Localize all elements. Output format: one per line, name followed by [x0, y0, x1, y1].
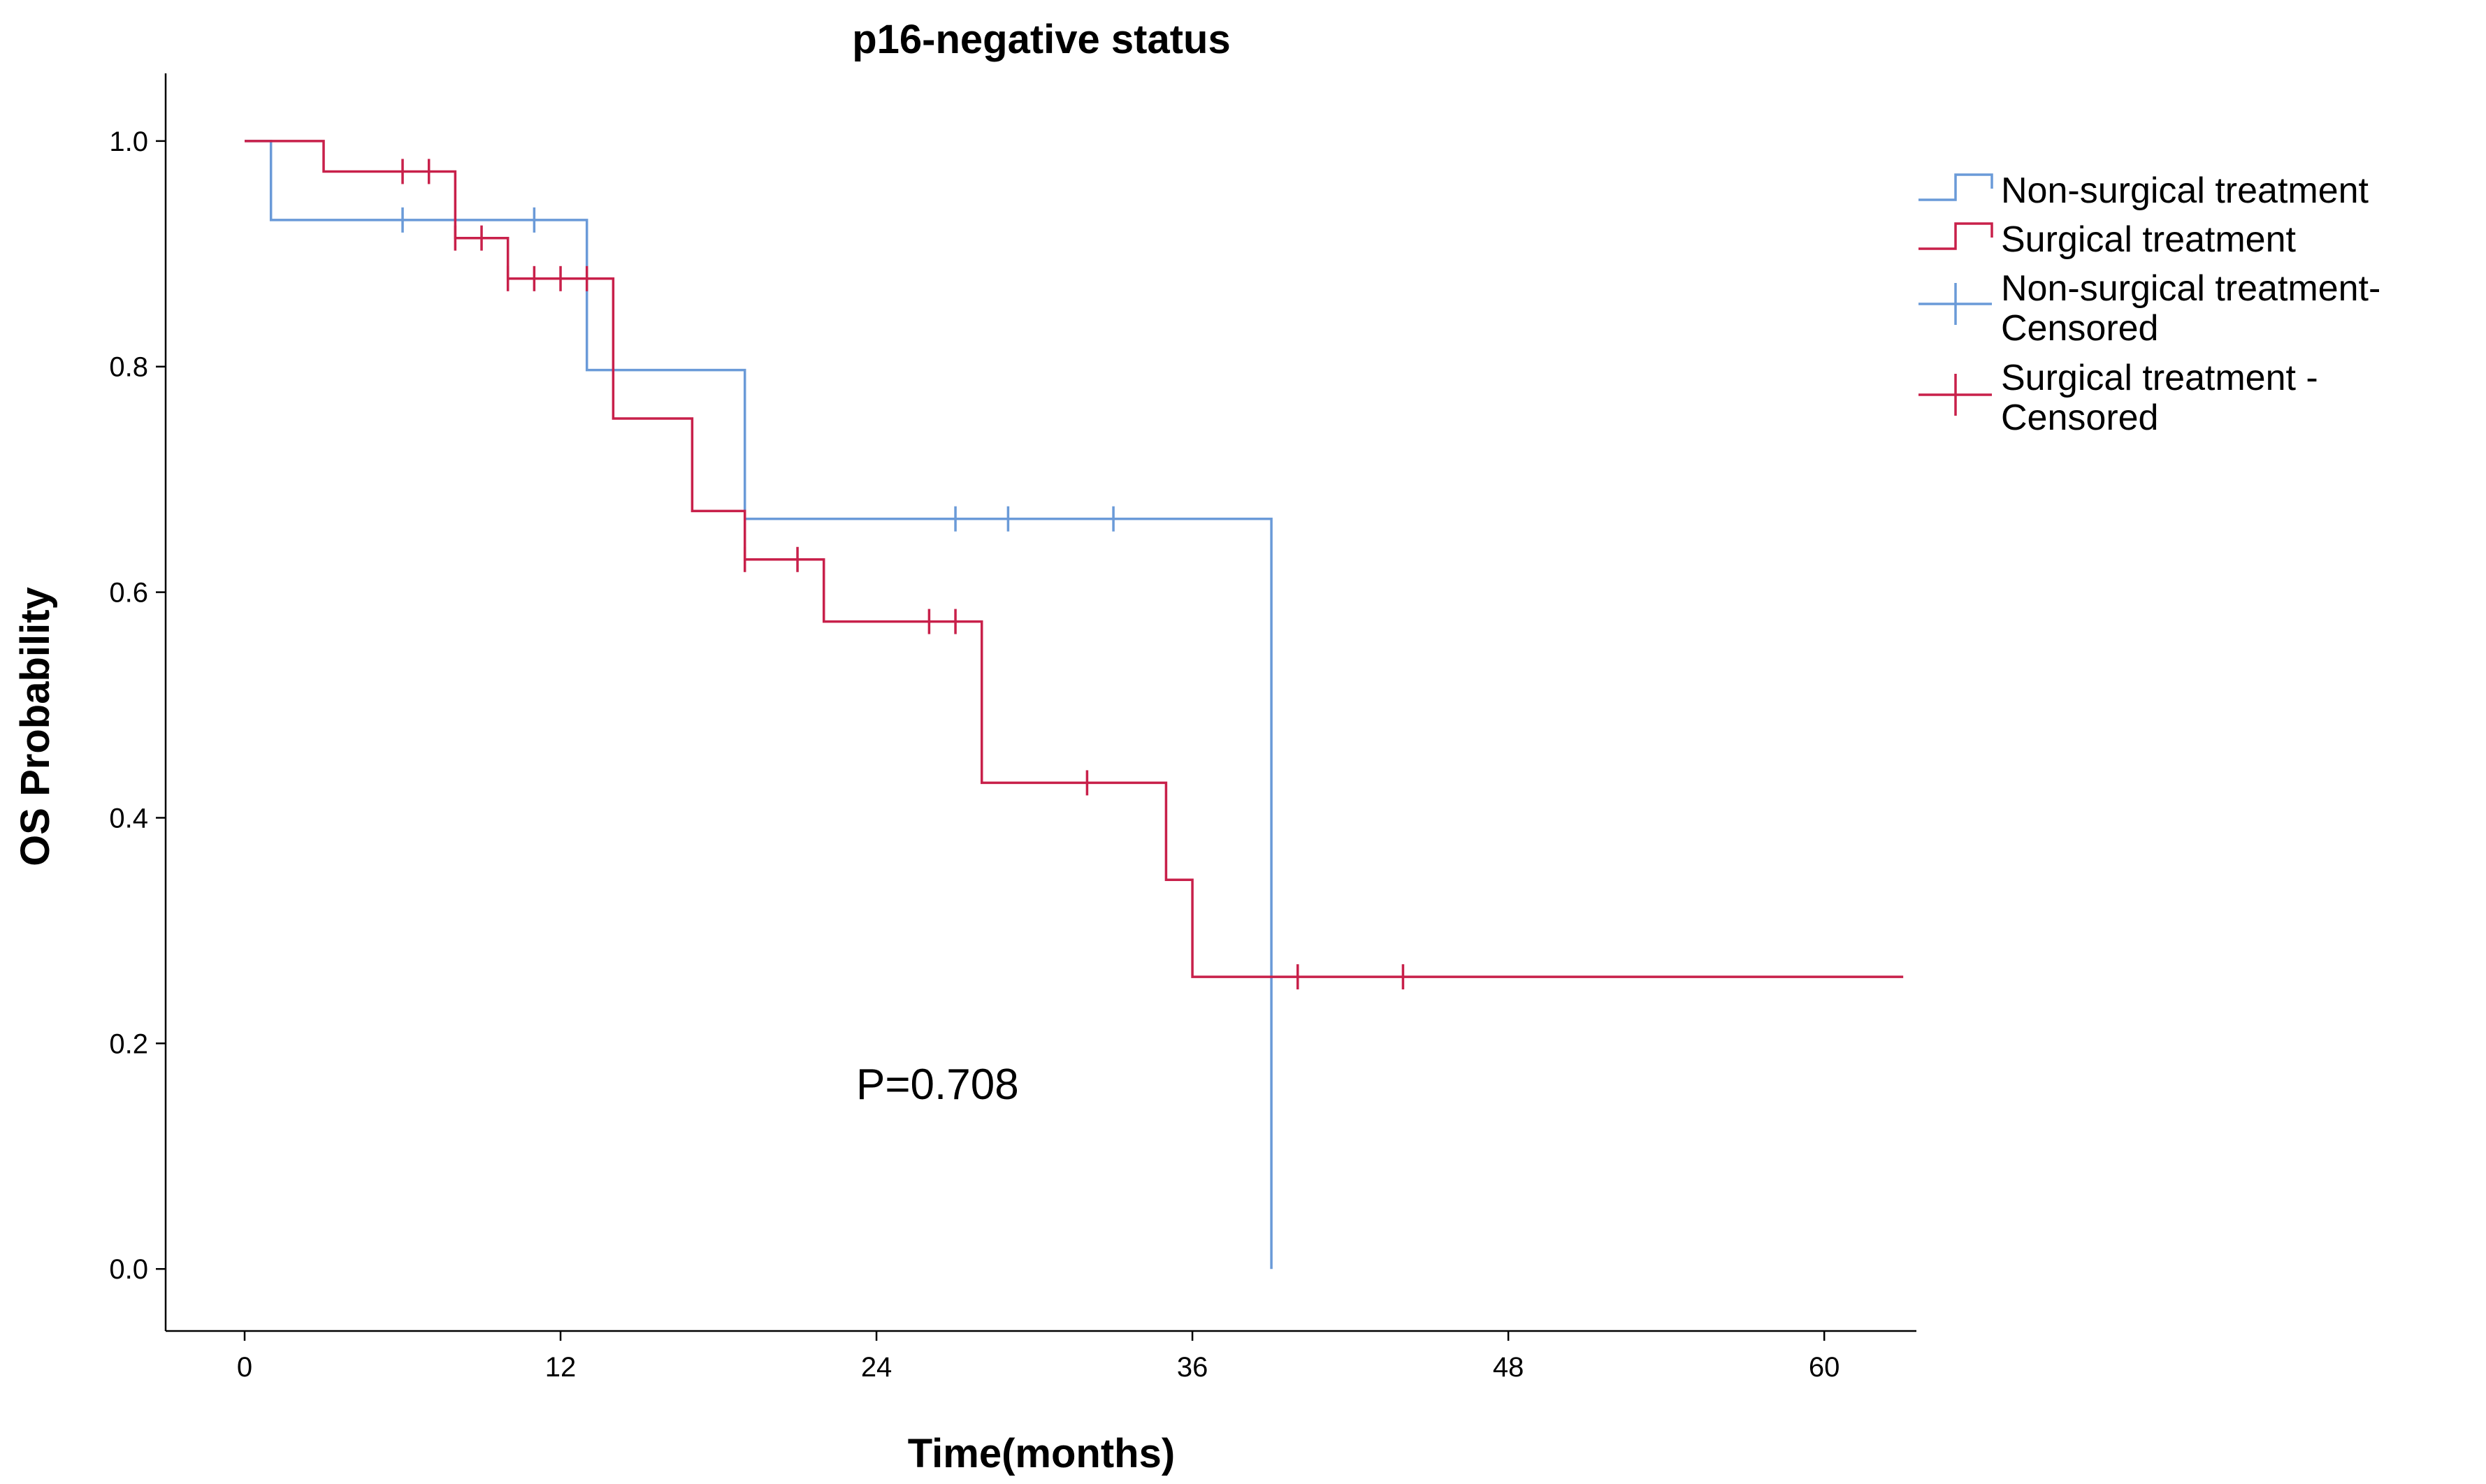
x-tick-label: 36 [1177, 1352, 1208, 1383]
x-tick-label: 60 [1809, 1352, 1840, 1383]
x-ticks: 0 12 24 36 48 60 [237, 1331, 1840, 1383]
x-axis-title: Time(months) [908, 1431, 1175, 1476]
y-axis-title: OS Probability [13, 587, 58, 866]
legend-step-symbol [1918, 173, 1993, 201]
x-tick-label: 48 [1493, 1352, 1524, 1383]
plot-area: 0 12 24 36 48 60 0.0 0.2 0.4 0.6 0.8 1.0 [109, 73, 1916, 1383]
y-tick-label: 0.6 [109, 578, 148, 609]
series-layer [245, 140, 1904, 1270]
p-value-annotation: P=0.708 [856, 1061, 1019, 1109]
x-tick-label: 12 [545, 1352, 577, 1383]
legend-label: Surgical treatment [2001, 219, 2297, 260]
y-tick-label: 0.8 [109, 352, 148, 383]
legend-step-symbol [1918, 222, 1993, 250]
legend: Non-surgical treatment Surgical treatment… [1918, 170, 2380, 438]
legend-label: Censored [2001, 398, 2158, 438]
y-tick-label: 1.0 [109, 126, 148, 157]
x-tick-label: 0 [237, 1352, 252, 1383]
y-tick-label: 0.2 [109, 1028, 148, 1059]
legend-label: Censored [2001, 308, 2158, 349]
y-ticks: 0.0 0.2 0.4 0.6 0.8 1.0 [109, 126, 166, 1285]
chart-title: p16-negative status [852, 17, 1231, 62]
x-tick-label: 24 [861, 1352, 892, 1383]
y-tick-label: 0.0 [109, 1254, 148, 1285]
series-2-curve [245, 140, 1904, 978]
series-1-curve [245, 140, 1273, 1270]
y-tick-label: 0.4 [109, 803, 148, 834]
legend-label: Non-surgical treatment- [2001, 268, 2380, 309]
legend-label: Non-surgical treatment [2001, 170, 2369, 211]
legend-label: Surgical treatment - [2001, 358, 2318, 398]
